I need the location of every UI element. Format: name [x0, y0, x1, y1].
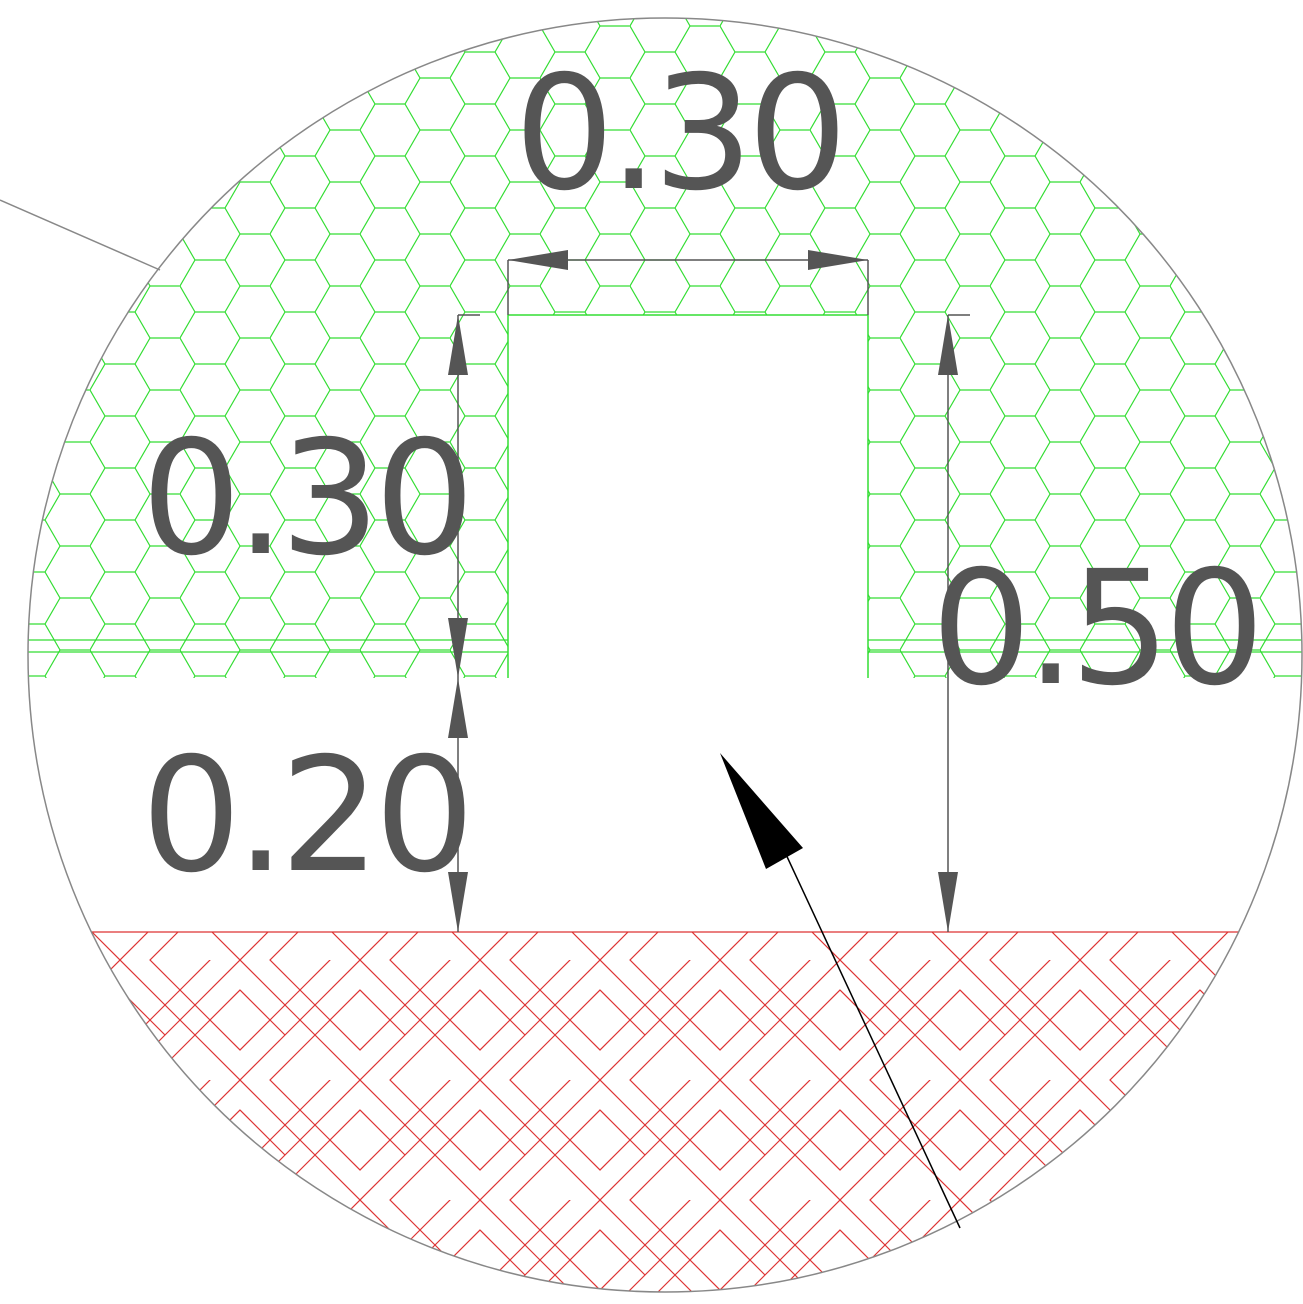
dimension-label-left-lower: 0.20	[141, 724, 469, 908]
dimension-arrow	[508, 250, 568, 270]
dimension-arrow	[808, 250, 868, 270]
dimension-arrow	[448, 872, 468, 932]
dimension-arrow	[448, 618, 468, 678]
leader-arrowhead	[720, 753, 803, 869]
weave-hatch-region	[28, 932, 1302, 1292]
dimension-arrow	[448, 678, 468, 738]
hex-hatch-region	[28, 18, 1302, 678]
dimension-arrow	[448, 315, 468, 375]
dimension-arrow	[938, 315, 958, 375]
trench-outline	[507, 314, 869, 678]
dimension-arrow	[938, 872, 958, 932]
dimension-label-top-width: 0.30	[514, 42, 842, 226]
dimension-right	[947, 314, 970, 932]
detail-reference-line	[0, 199, 161, 271]
leader-line	[782, 847, 961, 1229]
dimension-label-left-upper: 0.30	[141, 407, 469, 591]
dimension-label-right-total: 0.50	[931, 537, 1259, 721]
detail-circle	[27, 17, 1303, 1293]
